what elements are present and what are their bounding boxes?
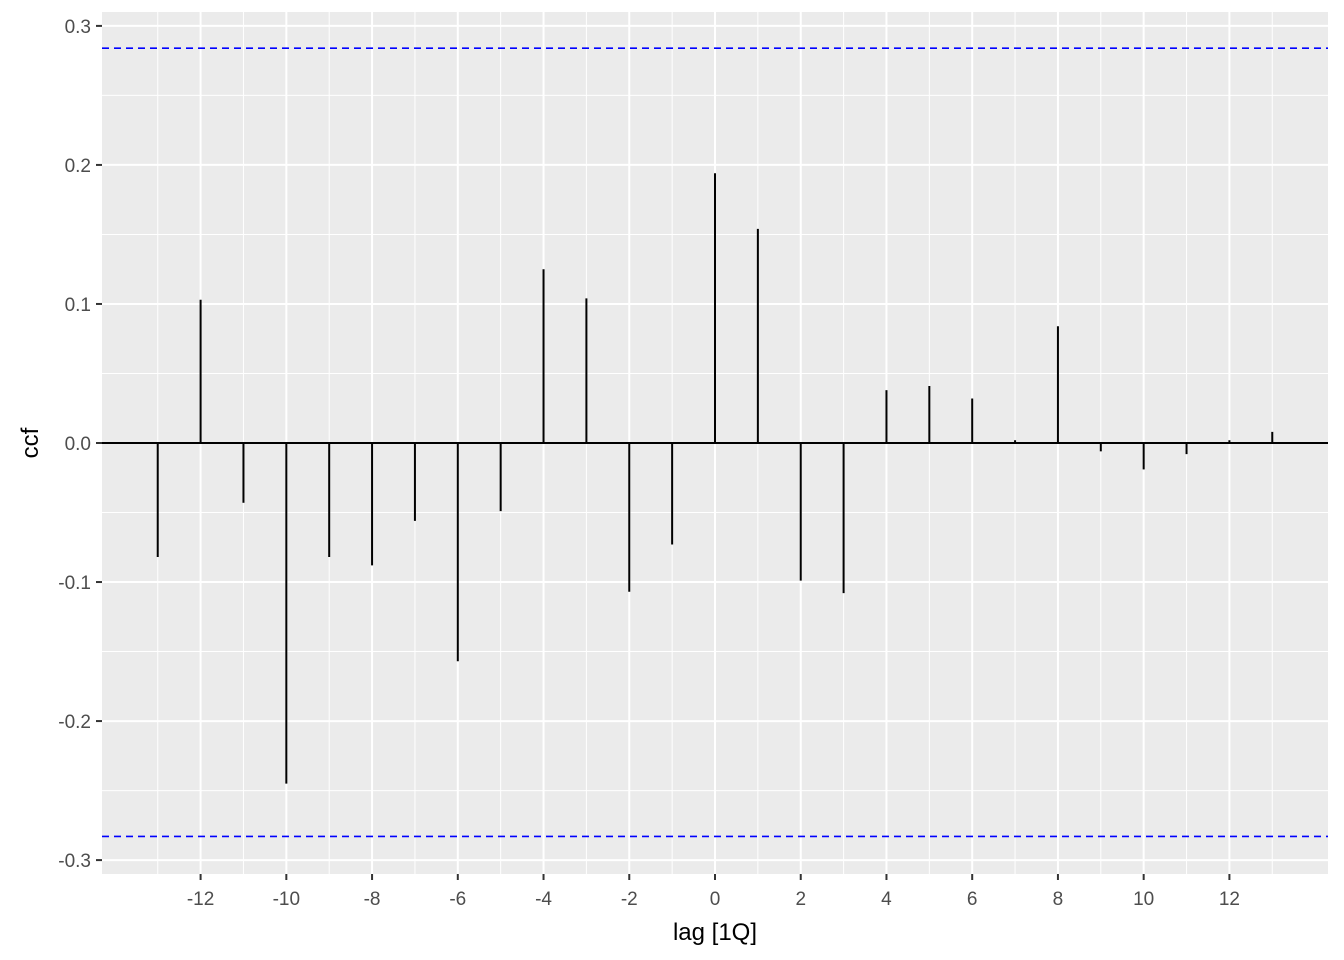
- x-tick-label: -12: [187, 889, 214, 910]
- x-tick-label: -2: [621, 889, 638, 910]
- x-tick-label: 8: [1053, 889, 1064, 910]
- x-tick-label: -4: [535, 889, 552, 910]
- x-tick-label: -6: [449, 889, 466, 910]
- x-tick-label: 12: [1219, 889, 1240, 910]
- y-tick-label: 0.1: [65, 295, 91, 316]
- x-tick-label: 0: [710, 889, 721, 910]
- y-tick-label: -0.2: [58, 712, 91, 733]
- y-axis-title: ccf: [17, 427, 44, 458]
- y-tick-label: 0.0: [65, 434, 91, 455]
- ccf-bars: [156, 173, 1274, 784]
- y-tick-label: 0.3: [65, 17, 91, 38]
- y-tick-label: -0.1: [58, 573, 91, 594]
- y-axis: -0.3 -0.2 -0.1 0.0 0.1 0.2 0.3: [58, 17, 102, 872]
- x-tick-label: -10: [273, 889, 300, 910]
- confidence-bounds: [102, 47, 1328, 838]
- x-tick-label: -8: [364, 889, 381, 910]
- x-tick-label: 2: [795, 889, 806, 910]
- x-tick-label: 10: [1133, 889, 1154, 910]
- x-tick-label: 6: [967, 889, 978, 910]
- y-tick-label: -0.3: [58, 851, 91, 872]
- x-tick-label: 4: [881, 889, 892, 910]
- x-axis-title: lag [1Q]: [673, 919, 757, 946]
- y-tick-label: 0.2: [65, 156, 91, 177]
- x-axis: -12 -10 -8 -6 -4 -2 0 2 4 6 8 10 12: [187, 874, 1240, 910]
